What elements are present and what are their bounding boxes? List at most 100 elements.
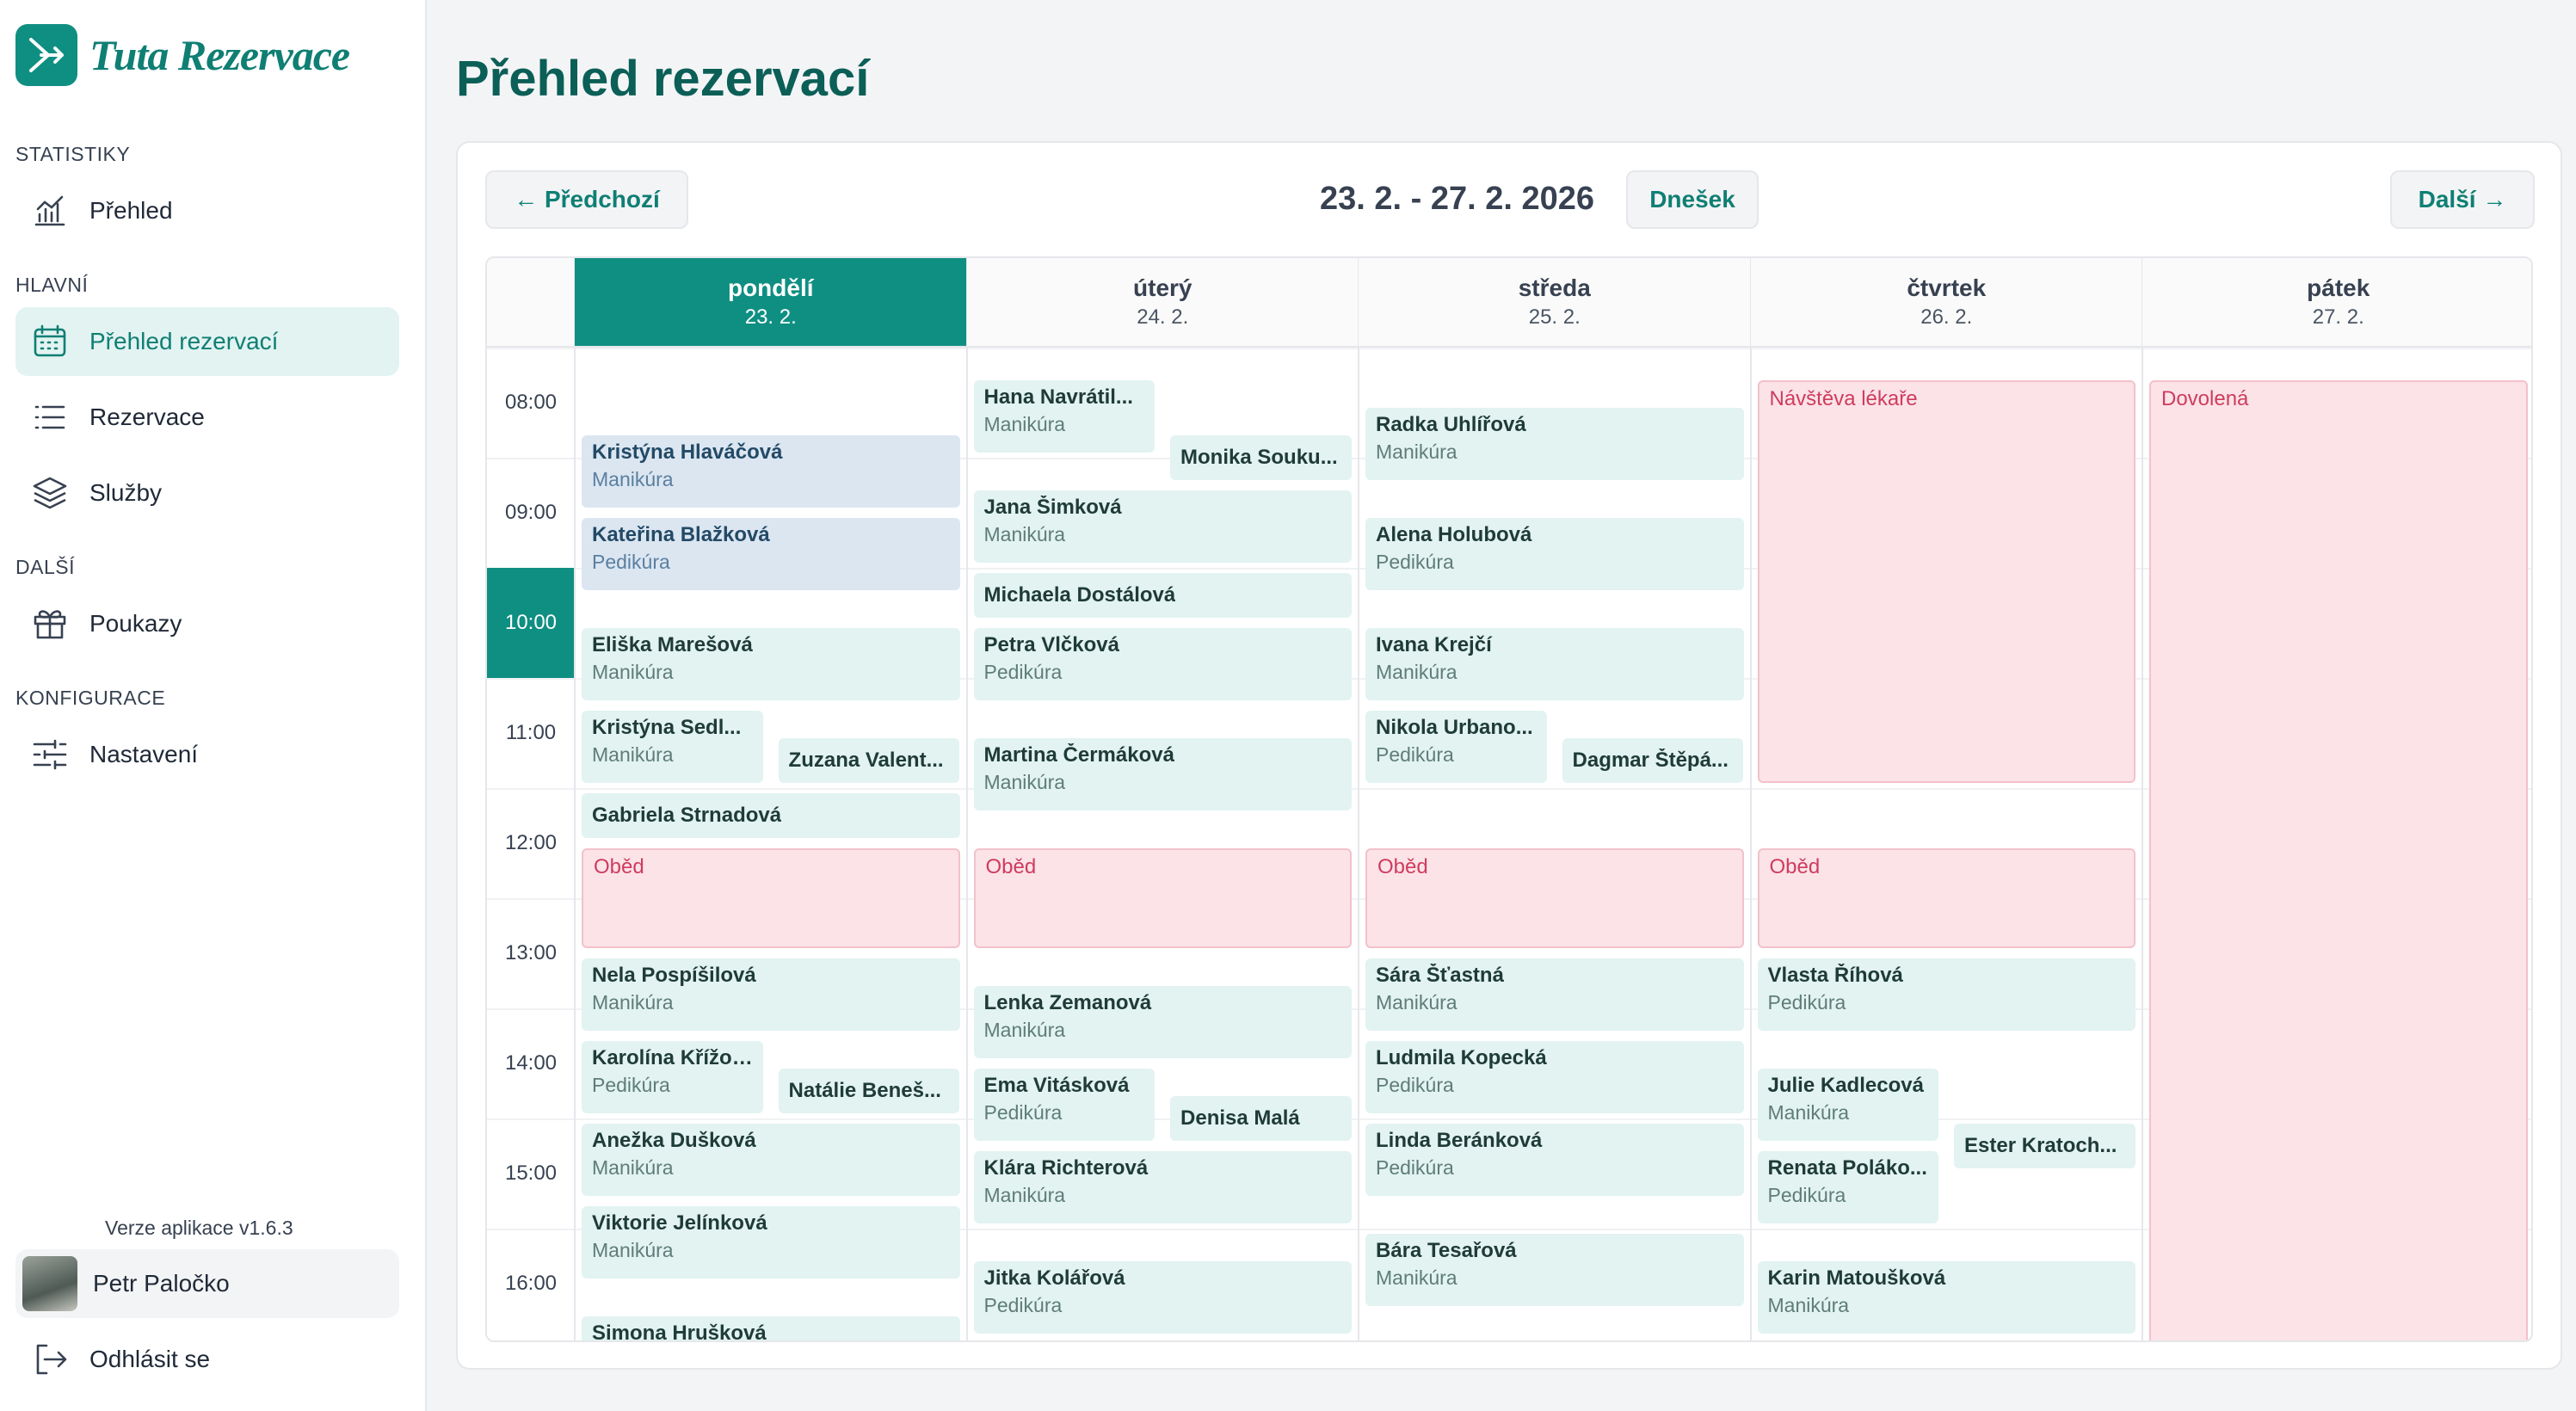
blocked-time[interactable]: Oběd — [1757, 848, 2135, 948]
hour-line — [487, 1229, 2531, 1230]
event-name: Monika Souku... — [1180, 446, 1338, 469]
event-name: Radka Uhlířová — [1376, 413, 1526, 436]
reservation-event[interactable]: Michaela Dostálová — [973, 573, 1352, 618]
reservation-event[interactable]: Sára Šťastná Manikúra — [1365, 958, 1744, 1031]
sidebar-item-poukazy[interactable]: Poukazy — [15, 589, 399, 658]
event-name: Karolína Křížová — [592, 1046, 753, 1069]
reservation-event[interactable]: Ema Vitásková Pedikúra — [973, 1069, 1156, 1141]
reservation-event[interactable]: Petra Vlčková Pedikúra — [973, 628, 1352, 700]
reservation-event[interactable]: Anežka Dušková Manikúra — [582, 1124, 960, 1196]
reservation-event[interactable]: Viktorie Jelínková Manikúra — [582, 1206, 960, 1279]
reservation-event[interactable]: Renata Poláko... Pedikúra — [1757, 1151, 1939, 1223]
sidebar-item-prehled-rezervaci[interactable]: Přehled rezervací — [15, 307, 399, 376]
blocked-time[interactable]: Oběd — [582, 848, 960, 948]
reservation-event[interactable]: Natálie Beneš... — [778, 1069, 960, 1113]
reservation-event[interactable]: Karin Matoušková Manikúra — [1757, 1261, 2135, 1334]
event-service: Manikúra — [592, 743, 674, 766]
reservation-event[interactable]: Hana Navrátil... Manikúra — [973, 380, 1156, 453]
reservation-event[interactable]: Monika Souku... — [1170, 435, 1352, 480]
reservation-event[interactable]: Simona HruškováPedikúra — [582, 1316, 960, 1340]
logout-icon — [31, 1340, 69, 1378]
reservation-event[interactable]: Kristýna Hlaváčová Manikúra — [582, 435, 960, 508]
event-service: Manikúra — [1376, 1266, 1457, 1289]
reservation-event[interactable]: Radka Uhlířová Manikúra — [1365, 408, 1744, 480]
blocked-time[interactable]: Návštěva lékaře — [1757, 380, 2135, 783]
reservation-event[interactable]: Karolína Křížová Pedikúra — [582, 1041, 763, 1113]
event-name: Oběd — [1769, 855, 1821, 878]
day-header[interactable]: čtvrtek 26. 2. — [1750, 258, 2142, 348]
reservation-event[interactable]: Denisa Malá — [1170, 1096, 1352, 1141]
event-name: Ema Vitásková — [983, 1074, 1130, 1097]
app-logo[interactable]: Tuta Rezervace — [15, 24, 350, 86]
reservation-event[interactable]: Dagmar Štěpá... — [1562, 738, 1744, 783]
sliders-icon — [31, 736, 69, 773]
avatar — [22, 1256, 77, 1311]
gift-icon — [31, 605, 69, 643]
week-calendar: 08:00 09:00 10:00 11:00 12:00 13:00 14:00 15:00… — [485, 256, 2533, 1342]
reservation-event[interactable]: Jitka Kolářová Pedikúra — [973, 1261, 1352, 1334]
event-service: Manikúra — [592, 661, 674, 683]
sidebar-item-prehled[interactable]: Přehled — [15, 176, 399, 245]
reservation-event[interactable]: Nikola Urbano... Pedikúra — [1365, 711, 1547, 783]
reservation-event[interactable]: Kristýna Sedl... Manikúra — [582, 711, 763, 783]
event-service: Manikúra — [1767, 1101, 1850, 1124]
event-service: Pedikúra — [1376, 743, 1454, 766]
sidebar-item-sluzby[interactable]: Služby — [15, 459, 399, 527]
event-service: Pedikúra — [592, 551, 670, 573]
time-label: 08:00 — [504, 391, 558, 414]
reservation-event[interactable]: Julie Kadlecová Manikúra — [1757, 1069, 1939, 1141]
day-column-divider — [2142, 258, 2143, 1340]
sidebar-item-nastaveni[interactable]: Nastavení — [15, 720, 399, 789]
app-name: Tuta Rezervace — [89, 31, 350, 79]
reservation-event[interactable]: Vlasta Říhová Pedikúra — [1757, 958, 2135, 1031]
event-service: Pedikúra — [592, 1074, 670, 1096]
layers-icon — [31, 474, 69, 512]
day-header[interactable]: středa 25. 2. — [1359, 258, 1751, 348]
day-header[interactable]: pondělí 23. 2. — [575, 258, 967, 348]
day-header[interactable]: úterý 24. 2. — [966, 258, 1359, 348]
event-name: Jana Šimková — [983, 496, 1122, 519]
reservation-event[interactable]: Lenka Zemanová Manikúra — [973, 986, 1352, 1058]
today-button[interactable]: Dnešek — [1626, 170, 1759, 229]
event-name: Lenka Zemanová — [983, 991, 1152, 1014]
day-name: pondělí — [727, 274, 814, 301]
reservation-event[interactable]: Zuzana Valent... — [778, 738, 960, 783]
reservation-event[interactable]: Ivana Krejčí Manikúra — [1365, 628, 1744, 700]
event-service: Manikúra — [983, 1184, 1066, 1206]
event-name: Renata Poláko... — [1767, 1156, 1927, 1180]
event-service: Manikúra — [983, 771, 1066, 793]
blocked-time[interactable]: Oběd — [973, 848, 1352, 948]
event-name: Vlasta Říhová — [1767, 964, 1903, 987]
reservation-event[interactable]: Kateřina Blažková Pedikúra — [582, 518, 960, 590]
reservation-event[interactable]: Gabriela Strnadová — [582, 793, 960, 838]
sidebar-item-rezervace[interactable]: Rezervace — [15, 383, 399, 452]
reservation-event[interactable]: Nela Pospíšilová Manikúra — [582, 958, 960, 1031]
user-profile[interactable]: Petr Paločko — [15, 1249, 399, 1318]
reservation-event[interactable]: Ester Kratoch... — [1954, 1124, 2135, 1168]
event-name: Linda Beránková — [1376, 1129, 1543, 1152]
day-name: čtvrtek — [1907, 274, 1987, 301]
reservation-event[interactable]: Alena Holubová Pedikúra — [1365, 518, 1744, 590]
day-header[interactable]: pátek 27. 2. — [2142, 258, 2531, 348]
reservation-event[interactable]: Linda Beránková Pedikúra — [1365, 1124, 1744, 1196]
reservation-event[interactable]: Jana Šimková Manikúra — [973, 490, 1352, 563]
logout-button[interactable]: Odhlásit se — [15, 1325, 399, 1394]
sidebar-item-label: Přehled — [89, 197, 173, 224]
event-service: Pedikúra — [1376, 551, 1454, 573]
previous-week-button[interactable]: ← Předchozí — [485, 170, 688, 229]
blocked-time[interactable]: Oběd — [1365, 848, 1744, 948]
next-week-button[interactable]: Další → — [2390, 170, 2535, 229]
event-name: Kristýna Hlaváčová — [592, 441, 783, 464]
reservation-event[interactable]: Ludmila Kopecká Pedikúra — [1365, 1041, 1744, 1113]
sidebar-item-label: Poukazy — [89, 610, 182, 637]
section-hlavni: HLAVNÍ — [15, 274, 89, 296]
reservation-event[interactable]: Martina Čermáková Manikúra — [973, 738, 1352, 810]
reservation-event[interactable]: Klára Richterová Manikúra — [973, 1151, 1352, 1223]
blocked-time[interactable]: Dovolená — [2149, 380, 2528, 1340]
date-range: 23. 2. - 27. 2. 2026 — [1320, 181, 1595, 217]
reservation-event[interactable]: Eliška Marešová Manikúra — [582, 628, 960, 700]
time-column-header — [487, 258, 575, 348]
event-name: Sára Šťastná — [1376, 964, 1504, 987]
reservation-event[interactable]: Bára Tesařová Manikúra — [1365, 1234, 1744, 1306]
event-service: Pedikúra — [983, 1294, 1063, 1316]
